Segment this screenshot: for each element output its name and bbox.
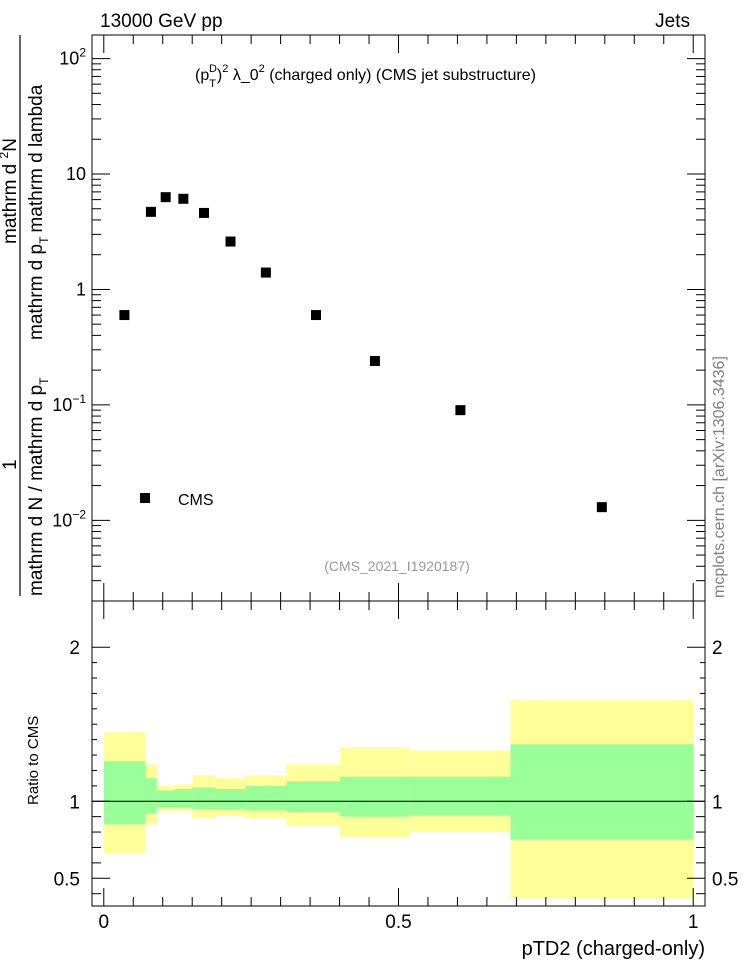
x-tick-label: 0.5 — [385, 912, 411, 933]
ratio-y-tick-label: 2 — [69, 638, 80, 659]
x-tick-label: 1 — [688, 912, 699, 933]
ratio-band-inner — [215, 788, 246, 809]
y-label-numerator-2: mathrm d mathrm d2N — [0, 138, 21, 244]
main-y-axis: 10−2 10−1 1 10 102 — [52, 46, 705, 602]
ratio-band-inner — [174, 788, 193, 808]
y-tick-label: 1 — [76, 279, 86, 299]
ratio-band-inner — [410, 776, 511, 816]
legend-marker — [140, 493, 150, 503]
ratio-x-axis: 0 0.5 1 — [98, 601, 699, 933]
data-point — [369, 355, 380, 366]
ratio-band-inner — [286, 781, 340, 813]
data-point — [198, 207, 209, 218]
header-process-label: Jets — [655, 11, 690, 32]
ratio-band-inner — [156, 790, 175, 808]
y-tick-label: 10 — [66, 164, 86, 184]
y-tick-label: 10−2 — [52, 507, 86, 530]
ratio-band-inner — [103, 761, 146, 825]
ratio-y-axis-label: Ratio to CMS — [25, 716, 42, 805]
y-label-denominator-2: mathrm d pTmathrm d lambda — [26, 84, 51, 340]
y-label-denominator-1: mathrm d N / mathrm d pT — [26, 377, 51, 596]
data-point — [596, 502, 607, 513]
data-point — [145, 206, 156, 217]
plot-title: (pTD)2 λ_02 (charged only) (CMS jet subs… — [195, 63, 536, 90]
ratio-y-axis: 0.5 0.5 1 1 2 2 — [54, 638, 738, 895]
data-point — [260, 267, 271, 278]
analysis-watermark: (CMS_2021_I1920187) — [324, 558, 470, 574]
ratio-y-tick-label: 1 — [69, 792, 80, 813]
y-tick-label: 102 — [59, 46, 86, 69]
ratio-band-inner — [510, 744, 694, 840]
ratio-band-inner — [245, 785, 287, 811]
ratio-band-inner — [339, 776, 411, 817]
header-energy-label: 13000 GeV pp — [100, 11, 223, 32]
ratio-panel: 0.5 0.51 12 2 0 0.5 1 Ratio to CMS pTD2 (char… — [25, 600, 738, 960]
main-y-axis-label: 1 mathrm d mathrm d2N mathrm d N / mathr… — [0, 35, 51, 596]
ratio-band-inner — [145, 778, 157, 814]
data-point — [310, 310, 321, 321]
main-panel: (pTD)2 λ_02 (charged only) (CMS jet subs… — [52, 34, 706, 602]
x-tick-label: 0 — [98, 912, 109, 933]
main-x-axis-ticks — [103, 35, 694, 601]
ratio-y-tick-label: 0.5 — [54, 869, 80, 890]
ratio-y-tick-label-right: 1 — [712, 792, 723, 813]
data-point — [160, 192, 171, 203]
ratio-y-tick-label-right: 0.5 — [712, 869, 738, 890]
y-tick-label: 10−1 — [52, 392, 86, 415]
y-label-numerator-1: 1 — [0, 459, 21, 470]
data-points — [119, 192, 607, 513]
ratio-y-tick-label-right: 2 — [712, 638, 723, 659]
data-point — [225, 236, 236, 247]
source-credit-label: mcplots.cern.ch [arXiv:1306.3436] — [711, 356, 728, 598]
legend-label: CMS — [178, 492, 214, 509]
x-axis-label: pTD2 (charged-only) — [522, 938, 705, 960]
data-point — [119, 310, 130, 321]
legend: CMS — [140, 492, 214, 509]
data-point — [178, 193, 189, 204]
ratio-bands — [103, 699, 694, 899]
data-point — [455, 405, 466, 416]
main-panel-frame — [91, 34, 706, 602]
ratio-band-inner — [192, 787, 216, 809]
